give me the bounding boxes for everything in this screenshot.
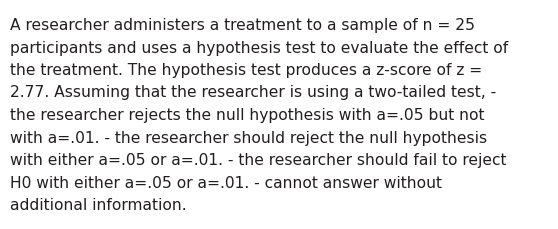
Text: the researcher rejects the null hypothesis with a=.05 but not: the researcher rejects the null hypothes… [10, 108, 484, 123]
Text: the treatment. The hypothesis test produces a z-score of z =: the treatment. The hypothesis test produ… [10, 63, 482, 78]
Text: with either a=.05 or a=.01. - the researcher should fail to reject: with either a=.05 or a=.01. - the resear… [10, 152, 507, 167]
Text: A researcher administers a treatment to a sample of n = 25: A researcher administers a treatment to … [10, 18, 475, 33]
Text: 2.77. Assuming that the researcher is using a two-tailed test, -: 2.77. Assuming that the researcher is us… [10, 85, 496, 100]
Text: with a=.01. - the researcher should reject the null hypothesis: with a=.01. - the researcher should reje… [10, 130, 487, 145]
Text: participants and uses a hypothesis test to evaluate the effect of: participants and uses a hypothesis test … [10, 40, 508, 55]
Text: additional information.: additional information. [10, 197, 186, 212]
Text: H0 with either a=.05 or a=.01. - cannot answer without: H0 with either a=.05 or a=.01. - cannot … [10, 175, 442, 190]
